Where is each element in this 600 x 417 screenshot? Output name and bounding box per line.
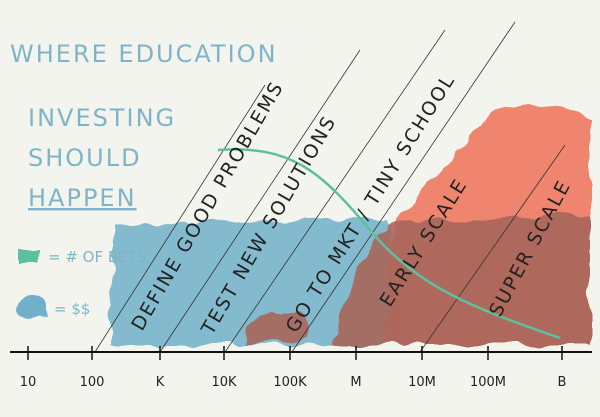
x-tick-label: 10K xyxy=(211,375,237,390)
dollars-blob xyxy=(110,218,400,345)
tick-labels: 10 100 K 10K 100K M 10M 100M B xyxy=(20,375,567,390)
bets-swatch xyxy=(20,250,40,265)
dollars-swatch xyxy=(16,295,48,321)
title-line: WHERE EDUCATION xyxy=(10,40,278,68)
x-tick-label: M xyxy=(350,375,361,390)
x-tick-label: 10M xyxy=(408,375,436,390)
small-blob xyxy=(245,311,312,345)
x-tick-label: 100K xyxy=(273,375,307,390)
bets-curve xyxy=(217,148,561,340)
x-tick-label: 10 xyxy=(20,375,37,390)
title-line: INVESTING xyxy=(28,104,176,132)
divider xyxy=(291,21,516,353)
divider xyxy=(419,144,566,353)
divider xyxy=(94,84,266,353)
tick-marks xyxy=(27,346,563,360)
x-tick-label: B xyxy=(558,375,567,390)
x-tick-label: 100M xyxy=(470,375,506,390)
title-line: HAPPEN xyxy=(28,184,137,212)
divider xyxy=(159,49,361,353)
title-line: SHOULD xyxy=(28,144,142,172)
x-tick-label: K xyxy=(156,375,165,390)
overlap-blob xyxy=(330,216,590,345)
legend-bets: = # OF BETS xyxy=(48,248,146,266)
x-tick-label: 100 xyxy=(80,375,105,390)
legend-dollars: = $$ xyxy=(54,300,90,318)
